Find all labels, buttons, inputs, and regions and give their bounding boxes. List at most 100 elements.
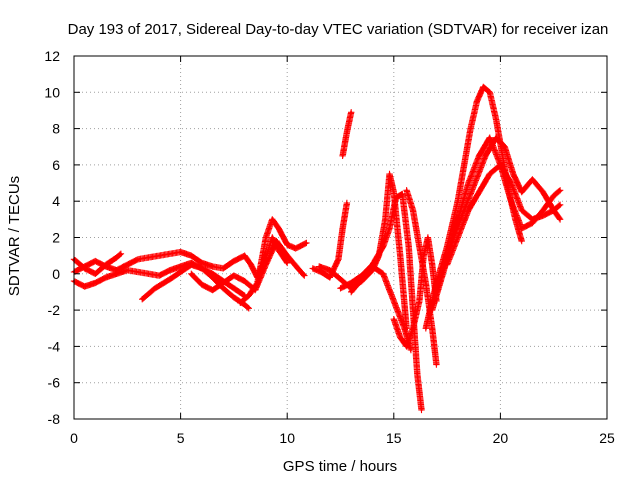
data-point	[136, 270, 140, 274]
data-point	[147, 256, 150, 259]
data-point	[405, 189, 408, 192]
data-point	[264, 263, 268, 266]
data-point	[94, 272, 97, 275]
data-point	[286, 243, 289, 246]
data-point	[430, 263, 434, 266]
data-point	[158, 254, 161, 257]
data-point	[136, 258, 140, 261]
data-point	[256, 281, 259, 285]
data-point	[247, 294, 251, 297]
data-point	[541, 190, 545, 194]
data-point	[503, 145, 506, 148]
data-point	[303, 274, 306, 277]
data-point	[488, 172, 491, 176]
data-point	[83, 285, 86, 288]
data-point	[243, 303, 246, 306]
data-point	[558, 218, 562, 221]
data-point	[384, 218, 387, 221]
data-point	[462, 209, 466, 212]
data-point	[469, 127, 472, 130]
data-point	[426, 236, 430, 239]
data-point	[488, 136, 491, 139]
data-point	[345, 201, 349, 205]
data-point	[153, 287, 157, 290]
data-point	[398, 336, 402, 339]
data-point	[119, 252, 123, 256]
y-tick-label: -8	[48, 411, 61, 427]
y-axis-title: SDTVAR / TECUs	[6, 176, 23, 296]
data-point	[271, 218, 274, 221]
data-point	[232, 274, 236, 277]
data-point	[232, 259, 236, 263]
data-point	[520, 227, 523, 230]
data-point	[407, 245, 410, 248]
x-tick-label: 0	[70, 430, 78, 446]
data-point	[541, 214, 545, 217]
y-tick-label: 0	[52, 266, 60, 282]
x-tick-label: 25	[599, 430, 615, 446]
data-point	[411, 209, 415, 212]
data-point	[349, 111, 353, 114]
data-point	[475, 100, 479, 103]
data-point	[541, 209, 545, 212]
data-point	[381, 245, 385, 248]
data-point	[411, 327, 415, 330]
data-point	[126, 268, 129, 272]
data-point	[552, 194, 555, 197]
data-point	[94, 259, 97, 263]
data-point	[243, 279, 246, 283]
data-point	[341, 227, 344, 230]
data-point	[420, 408, 423, 412]
data-point	[337, 258, 340, 261]
data-point	[531, 218, 534, 221]
series-arc-8	[339, 109, 355, 159]
data-point	[418, 245, 421, 248]
data-point	[339, 278, 342, 281]
data-point	[179, 265, 182, 268]
data-point	[294, 247, 297, 250]
data-point	[418, 299, 421, 303]
data-point	[222, 267, 225, 270]
data-point	[286, 254, 289, 257]
y-tick-label: 2	[52, 230, 60, 246]
data-point	[371, 265, 374, 268]
data-point	[381, 272, 385, 275]
data-point	[168, 268, 172, 272]
data-point	[552, 209, 555, 212]
data-point	[94, 281, 97, 285]
data-point	[115, 268, 118, 272]
data-point	[311, 267, 314, 270]
data-point	[247, 307, 251, 310]
data-point	[286, 261, 289, 265]
data-point	[473, 181, 477, 185]
data-point	[349, 290, 353, 294]
data-point	[430, 327, 434, 330]
series-arc-4	[139, 261, 252, 312]
data-point	[392, 190, 395, 194]
data-point	[392, 317, 395, 321]
data-point	[147, 272, 150, 275]
data-point	[264, 236, 268, 239]
data-point	[200, 261, 204, 265]
data-point	[239, 301, 242, 305]
data-point	[394, 196, 398, 199]
data-point	[104, 265, 108, 268]
x-tick-label: 20	[493, 430, 509, 446]
data-point	[249, 263, 253, 266]
data-point	[435, 290, 438, 294]
data-point	[494, 118, 498, 121]
data-point	[277, 227, 280, 230]
data-point	[456, 218, 459, 221]
data-point	[211, 265, 214, 268]
data-point	[392, 299, 395, 303]
data-point	[271, 236, 274, 239]
data-point	[405, 345, 408, 348]
data-point	[409, 348, 413, 352]
data-point	[179, 270, 182, 274]
data-point	[501, 154, 504, 158]
data-point	[232, 296, 236, 299]
data-point	[296, 267, 300, 270]
data-point	[277, 249, 280, 252]
